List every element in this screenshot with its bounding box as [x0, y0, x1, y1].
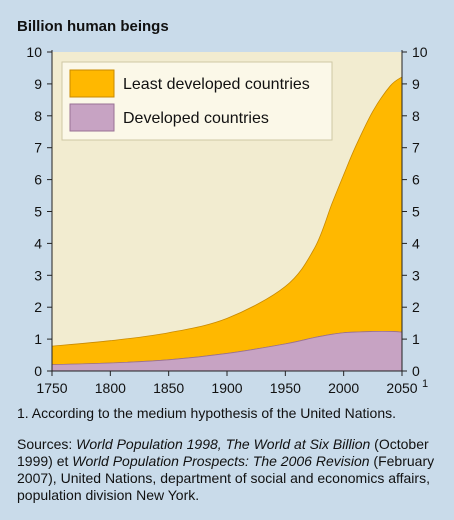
area-developed — [51, 330, 403, 372]
legend: Least developed countries Developed coun… — [61, 61, 333, 141]
chart-title: Billion human beings — [17, 18, 169, 35]
x-tick-footnote-marker: 1 — [422, 378, 428, 390]
y-tick-label-left: 5 — [34, 204, 42, 220]
y-tick-label-right: 9 — [412, 76, 420, 92]
x-tick-label: 2050 — [386, 380, 417, 396]
y-tick-label-right: 0 — [412, 363, 420, 379]
sources-note: Sources: World Population 1998, The Worl… — [17, 436, 447, 504]
sources-title-2: World Population Prospects: The 2006 Rev… — [72, 453, 370, 469]
x-tick-label: 1850 — [153, 380, 184, 396]
y-tick-label-right: 5 — [412, 204, 420, 220]
y-tick-label-left: 3 — [34, 267, 42, 283]
footnote: 1. According to the medium hypothesis of… — [17, 405, 396, 421]
y-tick-label-right: 3 — [412, 267, 420, 283]
y-tick-label-left: 10 — [26, 44, 42, 60]
y-tick-label-right: 1 — [412, 331, 420, 347]
x-tick-label: 1800 — [95, 380, 126, 396]
sources-mid: (October 1999) et — [17, 436, 429, 469]
y-tick-label-left: 0 — [34, 363, 42, 379]
sources-prefix: Sources: — [17, 436, 77, 452]
y-tick-label-right: 8 — [412, 108, 420, 124]
legend-label-least-developed: Least developed countries — [123, 76, 310, 93]
legend-swatch-developed — [69, 103, 115, 132]
y-tick-label-right: 10 — [412, 44, 428, 60]
y-tick-label-left: 2 — [34, 299, 42, 315]
legend-label-developed: Developed countries — [123, 110, 269, 127]
x-tick-label: 1900 — [211, 380, 242, 396]
x-tick-label: 1750 — [36, 380, 67, 396]
y-tick-label-right: 6 — [412, 172, 420, 188]
sources-rest: (February 2007), United Nations, departm… — [17, 453, 435, 503]
sources-title-1: World Population 1998, The World at Six … — [76, 436, 371, 452]
y-tick-label-right: 7 — [412, 140, 420, 156]
y-tick-label-left: 7 — [34, 140, 42, 156]
y-tick-label-right: 4 — [412, 235, 420, 251]
population-chart: Billion human beings 0 01 12 23 34 45 56 67 78 89… — [17, 18, 428, 396]
y-tick-label-left: 4 — [34, 235, 42, 251]
y-tick-label-left: 6 — [34, 172, 42, 188]
y-tick-label-left: 8 — [34, 108, 42, 124]
x-tick-label: 2000 — [328, 380, 359, 396]
y-tick-label-left: 9 — [34, 76, 42, 92]
y-tick-label-left: 1 — [34, 331, 42, 347]
y-tick-label-right: 2 — [412, 299, 420, 315]
x-tick-label: 1950 — [270, 380, 301, 396]
legend-swatch-least-developed — [69, 69, 115, 98]
